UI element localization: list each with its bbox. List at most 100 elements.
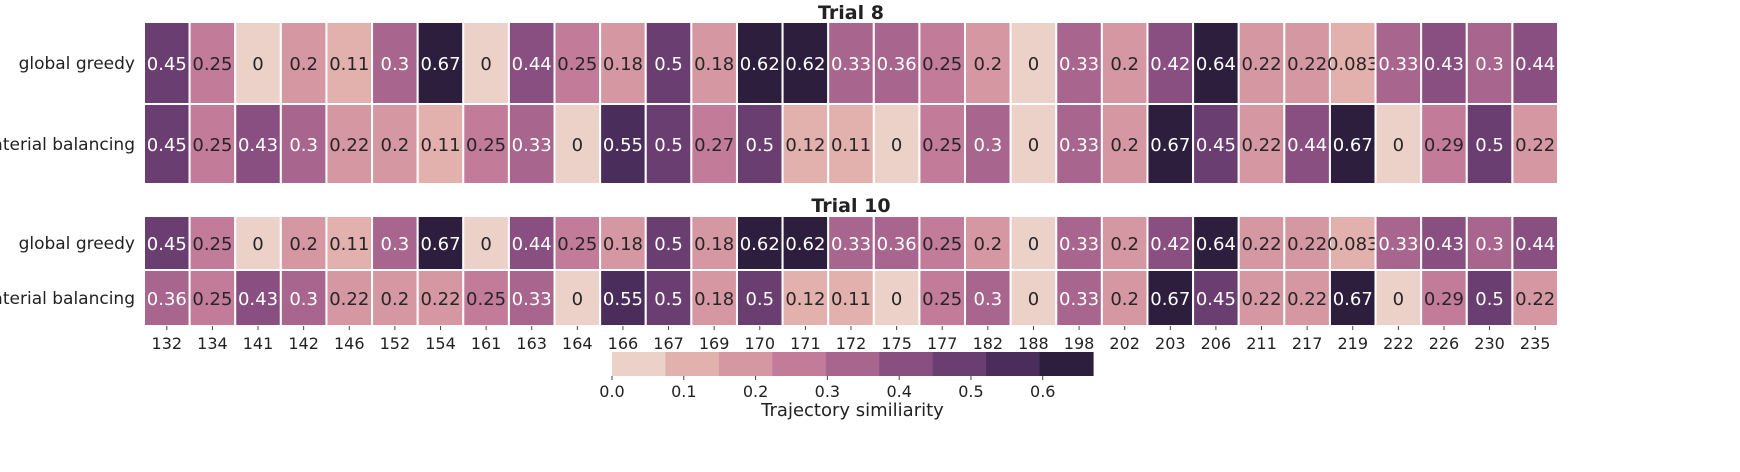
heatmap-cell	[325, 269, 374, 327]
cell-value-label: 0.64	[1196, 54, 1236, 75]
heatmap-cell	[462, 21, 510, 105]
cell-value-label: 0.22	[1287, 54, 1327, 75]
heatmap-cell	[1465, 103, 1514, 185]
cell-value-label: 0.22	[1515, 289, 1555, 310]
heatmap-cell	[371, 215, 419, 271]
cell-value-label: 0.12	[785, 135, 825, 156]
cell-value-label: 0.18	[603, 234, 643, 255]
heatmap-cell	[1511, 103, 1559, 185]
heatmap-cell	[872, 215, 921, 271]
cell-value-label: 0.44	[512, 54, 552, 75]
cell-value-label: 0.25	[192, 289, 232, 310]
cell-value-label: 0.44	[1287, 135, 1327, 156]
x-tick-label: 230	[1474, 334, 1505, 353]
row-label: global greedy	[19, 54, 135, 74]
x-tick-label: 217	[1292, 334, 1323, 353]
heatmap-cell	[1100, 21, 1149, 105]
cell-value-label: 0.3	[974, 289, 1003, 310]
cell-value-label: 0.25	[466, 289, 506, 310]
x-tick-label: 141	[243, 334, 274, 353]
x-tick-label: 170	[745, 334, 776, 353]
cell-value-label: 0.3	[1475, 54, 1504, 75]
cell-value-label: 0.44	[512, 234, 552, 255]
cell-value-label: 0.29	[1424, 289, 1464, 310]
colorbar-segment	[665, 352, 720, 376]
cell-value-label: 0.22	[1241, 289, 1281, 310]
x-tick-label: 154	[425, 334, 456, 353]
cell-value-label: 0.45	[147, 54, 187, 75]
cell-value-label: 0.11	[831, 289, 871, 310]
cell-value-label: 0.62	[785, 54, 825, 75]
x-tick-label: 177	[927, 334, 958, 353]
cell-value-label: 0.67	[1150, 135, 1190, 156]
heatmap-cell	[644, 21, 693, 105]
cell-value-label: 0.43	[238, 289, 278, 310]
heatmap-cell	[781, 215, 830, 271]
cell-value-label: 0.5	[1475, 289, 1504, 310]
heatmap-cell	[1328, 215, 1377, 271]
cell-value-label: 0.33	[512, 289, 552, 310]
cell-value-label: 0.5	[654, 54, 683, 75]
heatmap-cell	[1146, 269, 1195, 327]
heatmap-cell	[735, 21, 784, 105]
heatmap-cell	[599, 103, 647, 185]
cell-value-label: 0.083	[1327, 234, 1379, 255]
cell-value-label: 0.11	[329, 234, 369, 255]
heatmap-cell	[1283, 215, 1331, 271]
x-tick-label: 152	[380, 334, 411, 353]
heatmap-cell	[1420, 269, 1468, 327]
x-tick-label: 167	[653, 334, 684, 353]
heatmap-cell	[1146, 215, 1195, 271]
heatmap-cell	[279, 215, 328, 271]
cell-value-label: 0.22	[329, 135, 369, 156]
colorbar-segment	[718, 352, 773, 376]
heatmap-cell	[188, 215, 237, 271]
cell-value-label: 0.44	[1515, 234, 1555, 255]
cell-value-label: 0.22	[329, 289, 369, 310]
heatmap-cell	[1146, 103, 1195, 185]
heatmap-cell	[964, 103, 1012, 185]
colorbar-tick-label: 0.4	[886, 382, 911, 401]
cell-value-label: 0.5	[654, 234, 683, 255]
row-label: material balancing	[0, 289, 135, 309]
x-tick-label: 161	[471, 334, 502, 353]
cell-value-label: 0.25	[192, 135, 232, 156]
heatmap-cell	[872, 269, 921, 327]
heatmap-cell	[1328, 21, 1377, 105]
heatmap-cell	[599, 215, 647, 271]
cell-value-label: 0.45	[147, 135, 187, 156]
heatmap-cell	[781, 103, 830, 185]
cell-value-label: 0.18	[603, 54, 643, 75]
heatmap-cell	[1146, 21, 1195, 105]
cell-value-label: 0.2	[974, 234, 1003, 255]
cell-value-label: 0	[1028, 135, 1039, 156]
heatmap-cell	[827, 215, 875, 271]
cell-value-label: 0.5	[654, 289, 683, 310]
cell-value-label: 0.3	[381, 54, 410, 75]
cell-value-label: 0.22	[1287, 289, 1327, 310]
cell-value-label: 0	[252, 234, 263, 255]
cell-value-label: 0.67	[1333, 135, 1373, 156]
cell-value-label: 0.25	[922, 54, 962, 75]
cell-value-label: 0.27	[694, 135, 734, 156]
cell-value-label: 0.25	[557, 54, 597, 75]
cell-value-label: 0.43	[238, 135, 278, 156]
cell-value-label: 0.22	[420, 289, 460, 310]
heatmap-cell	[553, 269, 602, 327]
cell-value-label: 0.22	[1287, 234, 1327, 255]
cell-value-label: 0.5	[745, 135, 774, 156]
cell-value-label: 0.18	[694, 289, 734, 310]
colorbar-segment	[825, 352, 880, 376]
cell-value-label: 0	[891, 289, 902, 310]
x-tick-label: 163	[516, 334, 547, 353]
cell-value-label: 0.22	[1515, 135, 1555, 156]
x-tick-label: 202	[1109, 334, 1140, 353]
cell-value-label: 0.11	[420, 135, 460, 156]
colorbar-segment	[879, 352, 934, 376]
heatmap-cell	[234, 269, 282, 327]
cell-value-label: 0.083	[1327, 54, 1379, 75]
x-tick-label: 169	[699, 334, 730, 353]
heatmap-cell	[1237, 215, 1286, 271]
heatmap-cell	[325, 103, 374, 185]
